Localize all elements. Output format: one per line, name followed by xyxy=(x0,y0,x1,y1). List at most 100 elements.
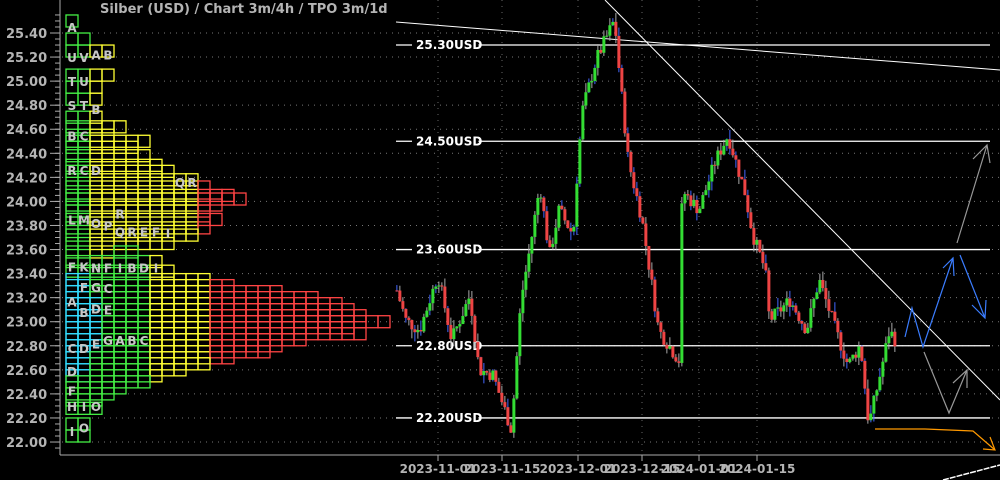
arrowhead-blue-up xyxy=(942,256,955,277)
x-tick-label: 2023-12-15 xyxy=(604,462,681,476)
candle-body xyxy=(593,67,597,82)
candle-body xyxy=(677,361,681,363)
candle-body xyxy=(662,331,666,345)
candle-body xyxy=(416,330,420,333)
candle-body xyxy=(890,331,894,337)
tpo-letter: O xyxy=(79,422,89,436)
level-label: 22.20USD xyxy=(416,411,482,425)
candle-body xyxy=(455,326,459,329)
tpo-cell xyxy=(89,236,103,251)
tpo-cell xyxy=(365,315,379,329)
candle-body xyxy=(833,311,837,321)
candle-body xyxy=(854,354,858,358)
candle-body xyxy=(575,183,579,227)
arrowhead-gray-rebound xyxy=(952,368,968,388)
tpo-letter: U xyxy=(79,75,89,89)
candle-body xyxy=(479,357,483,376)
tpo-cell xyxy=(101,173,115,187)
candle-body xyxy=(506,407,510,426)
tpo-letter: D xyxy=(67,365,77,379)
tpo-letter: K xyxy=(79,260,89,274)
candle-body xyxy=(857,346,861,358)
candle-body xyxy=(746,195,750,213)
y-tick-label: 22.20 xyxy=(6,412,47,427)
candle-body xyxy=(470,298,474,316)
tpo-cell xyxy=(89,110,103,124)
candle-body xyxy=(446,308,450,325)
candle-body xyxy=(749,212,753,228)
level-label-bg xyxy=(412,410,479,425)
candle-body xyxy=(587,82,591,93)
trend-lines xyxy=(395,0,1000,480)
candle-body xyxy=(893,331,897,347)
candle-body xyxy=(566,220,570,229)
candle-body xyxy=(647,245,651,270)
tpo-cell xyxy=(197,357,211,371)
candle-body xyxy=(551,243,555,248)
arrowhead-blue-down xyxy=(971,299,987,320)
candle-body xyxy=(635,188,639,197)
candle-body xyxy=(731,148,735,156)
tpo-cell xyxy=(65,180,79,194)
tpo-letter: Q xyxy=(115,225,125,239)
tpo-letter: B xyxy=(127,334,136,348)
tpo-cell xyxy=(161,264,175,278)
tpo-letter: V xyxy=(79,51,89,65)
tpo-cell xyxy=(77,180,91,194)
tpo-cell xyxy=(89,393,103,407)
candle-body xyxy=(788,298,792,307)
trend-line-descending[interactable] xyxy=(604,0,1000,401)
candle-body xyxy=(722,145,726,155)
tpo-letter: A xyxy=(91,49,101,63)
candle-body xyxy=(737,159,741,177)
y-tick-label: 24.20 xyxy=(6,171,47,186)
candle-body xyxy=(614,21,618,36)
candle-body xyxy=(398,290,402,302)
candle-body xyxy=(512,398,516,433)
candle-body xyxy=(845,358,849,363)
tpo-cell xyxy=(161,164,175,178)
candle-body xyxy=(689,195,693,207)
candle-body xyxy=(818,279,822,293)
y-tick-label: 25.00 xyxy=(6,75,47,90)
tpo-letter: S xyxy=(68,99,77,113)
candle-body xyxy=(743,179,747,196)
candle-body xyxy=(782,305,786,312)
tpo-cell xyxy=(149,254,163,269)
candle-body xyxy=(704,190,708,196)
trend-line-upper[interactable] xyxy=(395,21,1000,71)
candle-body xyxy=(554,227,558,244)
trend-line-bottom[interactable] xyxy=(942,464,1000,480)
x-tick-label: 2024-01-15 xyxy=(719,462,796,476)
tpo-cell xyxy=(101,180,115,194)
candle-body xyxy=(665,344,669,349)
tpo-letter: A xyxy=(67,21,77,35)
candle-body xyxy=(716,150,720,166)
candle-body xyxy=(437,285,441,287)
tpo-cell xyxy=(197,180,211,194)
candle-body xyxy=(521,289,525,314)
tpo-cell xyxy=(89,180,103,194)
tpo-letter: G xyxy=(103,334,113,348)
candle-body xyxy=(770,311,774,320)
tpo-cell xyxy=(77,236,91,251)
tpo-cell xyxy=(173,212,187,227)
tpo-letter: T xyxy=(80,99,89,113)
tpo-cell xyxy=(185,212,199,227)
tpo-letter: E xyxy=(92,337,100,351)
candle-body xyxy=(839,332,843,351)
candle-body xyxy=(824,288,828,300)
candle-body xyxy=(530,236,534,254)
x-tick-label: 2023-11-01 xyxy=(400,462,477,476)
tpo-cell xyxy=(137,134,151,148)
candle-body xyxy=(425,310,429,317)
tpo-letter: R xyxy=(115,207,124,221)
candle-body xyxy=(785,298,789,306)
projection-blue-up xyxy=(904,257,954,350)
candle-body xyxy=(410,320,414,330)
candle-body xyxy=(563,209,567,221)
tpo-letter: D xyxy=(139,262,149,276)
candle-body xyxy=(638,196,642,218)
candle-body xyxy=(860,346,864,361)
candles xyxy=(395,12,897,438)
